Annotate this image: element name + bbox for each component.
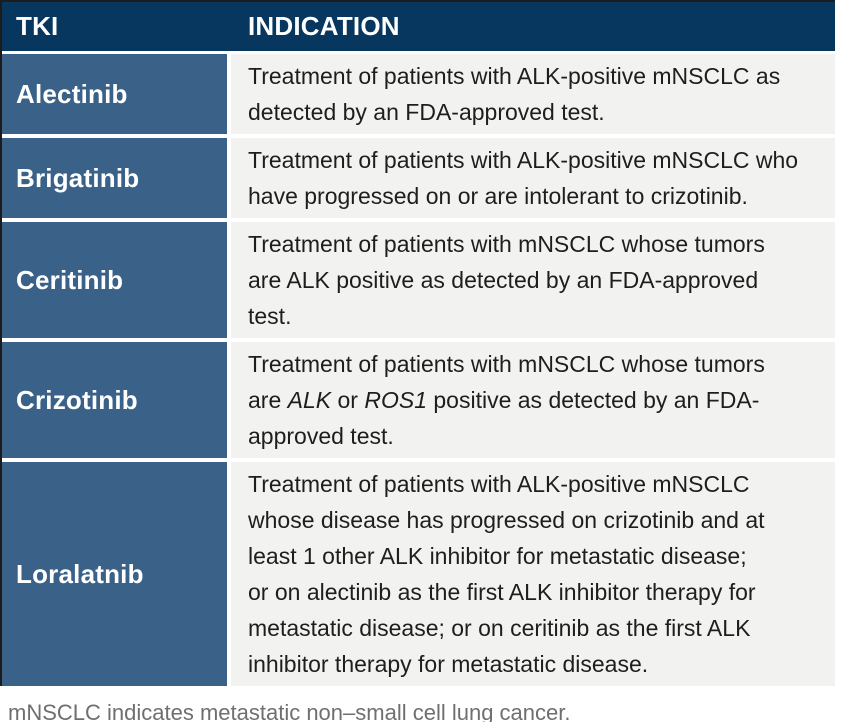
indication-text: Treatment of patients with ALK-positive … xyxy=(248,471,765,677)
column-header-indication: INDICATION xyxy=(248,11,400,41)
tki-name-cell: Loralatnib xyxy=(2,462,227,686)
tki-name-cell: Brigatinib xyxy=(2,138,227,218)
indication-cell: Treatment of patients with mNSCLC whose … xyxy=(231,222,835,338)
indication-text: Treatment of patients with mNSCLC whose … xyxy=(248,351,765,449)
indication-cell: Treatment of patients with ALK-positive … xyxy=(231,138,835,218)
tki-name-cell: Crizotinib xyxy=(2,342,227,458)
table-row-loralatnib: Loralatnib Treatment of patients with AL… xyxy=(2,462,835,686)
indication-cell: Treatment of patients with mNSCLC whose … xyxy=(231,342,835,458)
table-row-alectinib: Alectinib Treatment of patients with ALK… xyxy=(2,54,835,134)
indication-cell: Treatment of patients with ALK-positive … xyxy=(231,54,835,134)
indication-text: Treatment of patients with ALK-positive … xyxy=(248,147,799,209)
table-row-brigatinib: Brigatinib Treatment of patients with AL… xyxy=(2,138,835,218)
tki-name-cell: Ceritinib xyxy=(2,222,227,338)
indication-cell: Treatment of patients with ALK-positive … xyxy=(231,462,835,686)
tki-name-cell: Alectinib xyxy=(2,54,227,134)
indication-text: Treatment of patients with mNSCLC whose … xyxy=(248,231,765,329)
table-row-crizotinib: Crizotinib Treatment of patients with mN… xyxy=(2,342,835,458)
table-row-ceritinib: Ceritinib Treatment of patients with mNS… xyxy=(2,222,835,338)
column-header-tki: TKI xyxy=(16,11,59,41)
indication-text: Treatment of patients with ALK-positive … xyxy=(248,63,781,125)
footnote: mNSCLC indicates metastatic non–small ce… xyxy=(8,700,571,722)
table-header-row: TKI INDICATION xyxy=(2,2,835,51)
tki-indication-table: TKI INDICATION Alectinib Treatment of pa… xyxy=(0,0,835,686)
